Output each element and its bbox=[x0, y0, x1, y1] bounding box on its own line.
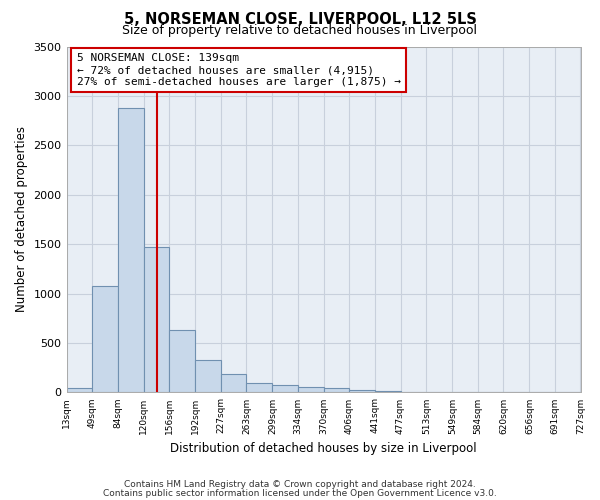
Bar bbox=[118, 108, 143, 393]
X-axis label: Distribution of detached houses by size in Liverpool: Distribution of detached houses by size … bbox=[170, 442, 477, 455]
Bar bbox=[247, 382, 272, 392]
Bar bbox=[196, 360, 221, 392]
Text: 5, NORSEMAN CLOSE, LIVERPOOL, L12 5LS: 5, NORSEMAN CLOSE, LIVERPOOL, L12 5LS bbox=[124, 12, 476, 28]
Bar bbox=[143, 247, 169, 392]
Bar bbox=[169, 330, 196, 392]
Text: Contains public sector information licensed under the Open Government Licence v3: Contains public sector information licen… bbox=[103, 488, 497, 498]
Bar bbox=[92, 286, 118, 393]
Text: Size of property relative to detached houses in Liverpool: Size of property relative to detached ho… bbox=[122, 24, 478, 37]
Bar bbox=[67, 388, 92, 392]
Bar bbox=[349, 390, 374, 392]
Bar bbox=[272, 384, 298, 392]
Bar bbox=[374, 391, 401, 392]
Text: 5 NORSEMAN CLOSE: 139sqm
← 72% of detached houses are smaller (4,915)
27% of sem: 5 NORSEMAN CLOSE: 139sqm ← 72% of detach… bbox=[77, 54, 401, 86]
Bar bbox=[298, 386, 323, 392]
Text: Contains HM Land Registry data © Crown copyright and database right 2024.: Contains HM Land Registry data © Crown c… bbox=[124, 480, 476, 489]
Y-axis label: Number of detached properties: Number of detached properties bbox=[15, 126, 28, 312]
Bar bbox=[323, 388, 349, 392]
Bar bbox=[221, 374, 247, 392]
